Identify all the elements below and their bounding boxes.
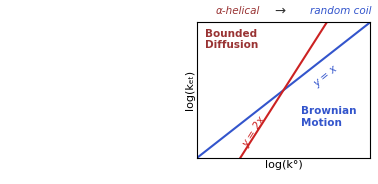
Text: y = x: y = x: [311, 64, 339, 89]
Text: Brownian
Motion: Brownian Motion: [301, 107, 356, 128]
X-axis label: log(k°): log(k°): [265, 160, 302, 170]
Text: random coil: random coil: [310, 6, 372, 16]
Text: α-helical: α-helical: [215, 6, 260, 16]
Text: y = 2x: y = 2x: [241, 115, 267, 149]
Y-axis label: log(kₑₜ): log(kₑₜ): [185, 70, 195, 110]
Text: Bounded
Diffusion: Bounded Diffusion: [205, 29, 259, 50]
Text: →: →: [274, 5, 285, 17]
